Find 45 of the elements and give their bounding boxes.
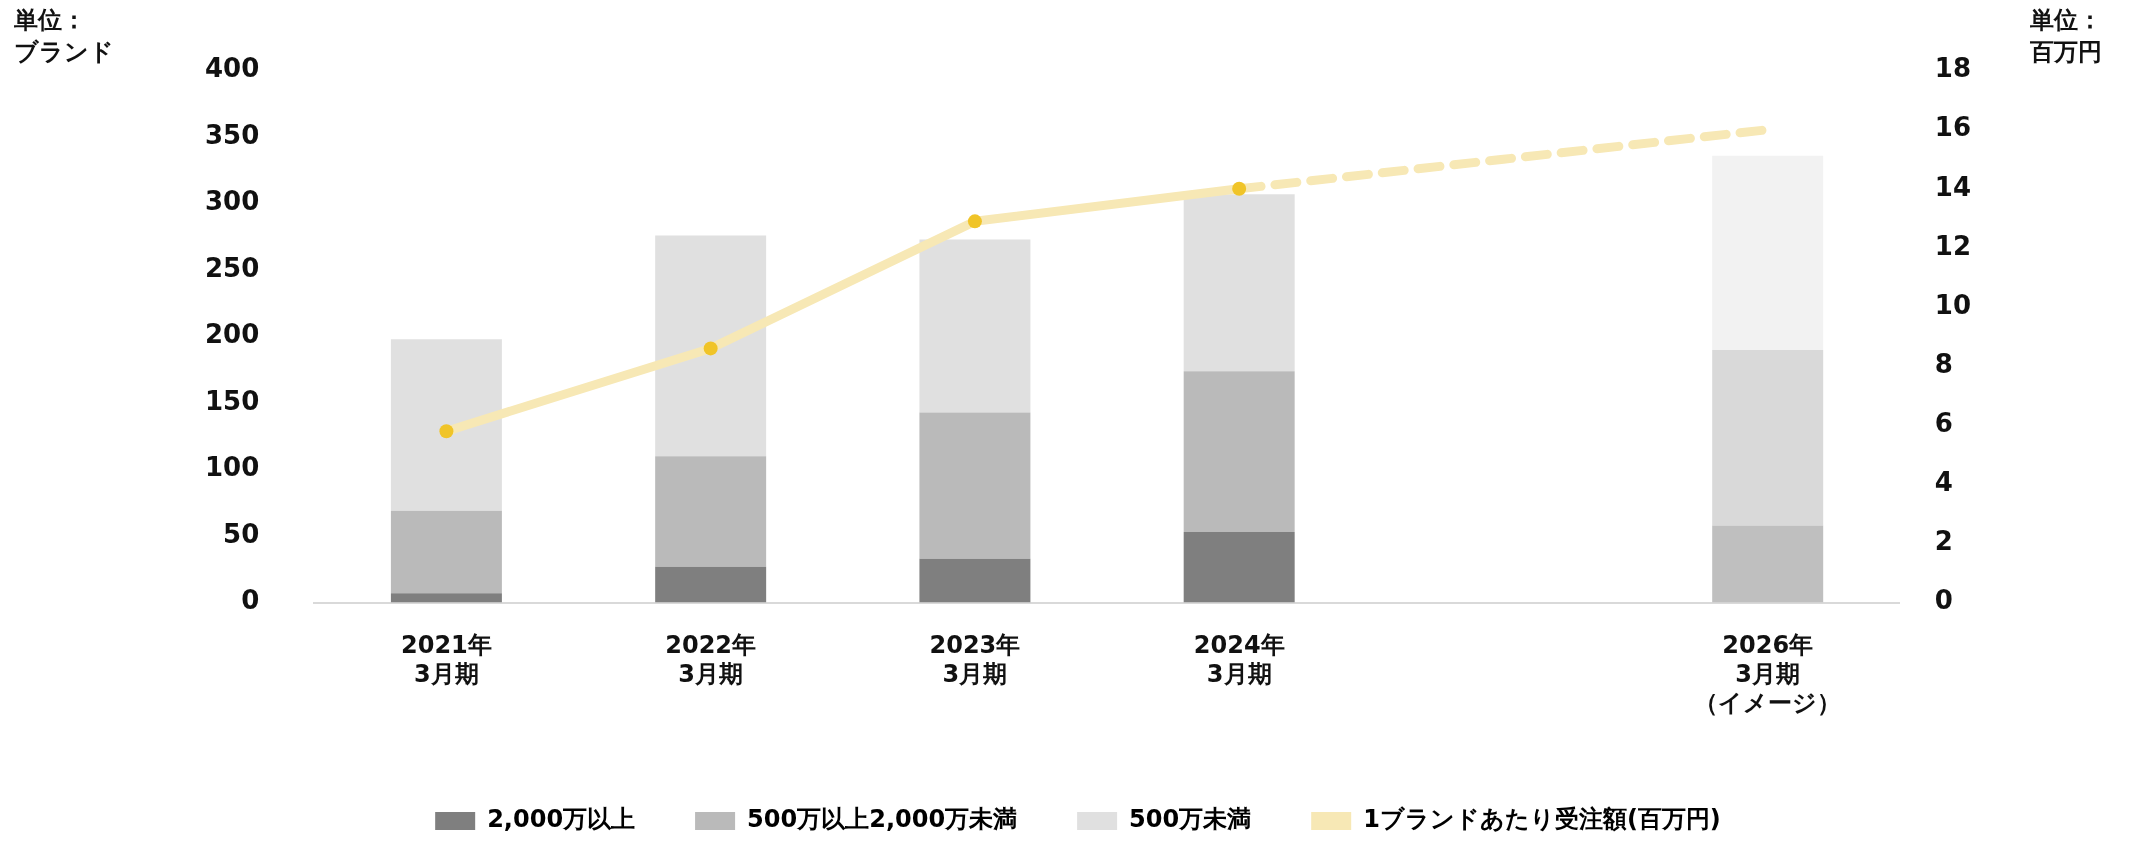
bar: [390, 510, 502, 594]
bar: [655, 456, 767, 567]
x-tick-label: 2022年3月期: [665, 631, 757, 689]
y-tick-label: 400: [204, 53, 260, 84]
y-tick-label: 150: [204, 385, 260, 416]
bar: [919, 558, 1031, 603]
bar: [1712, 155, 1824, 350]
y-axis-title: 単位：ブランド: [13, 6, 114, 67]
x-tick-label: 2026年3月期（イメージ）: [1694, 631, 1842, 717]
bar: [919, 412, 1031, 559]
bar: [1183, 532, 1295, 603]
x-tick-label: 2021年3月期: [401, 631, 492, 689]
legend-label: 500万未満: [1129, 805, 1252, 834]
y-tick-label: 100: [204, 452, 260, 483]
x-tick-label: 2024年3月期: [1193, 631, 1285, 689]
y2-tick-label: 12: [1934, 230, 1972, 261]
legend-label: 2,000万以上: [487, 805, 636, 834]
y2-tick-label: 0: [1934, 585, 1953, 616]
y2-tick-label: 14: [1934, 171, 1972, 202]
y2-tick-label: 6: [1934, 408, 1953, 439]
y2-tick-label: 16: [1934, 112, 1972, 143]
bar: [390, 339, 502, 511]
bar: [1183, 194, 1295, 372]
y-tick-label: 50: [223, 518, 260, 549]
y-tick-label: 300: [204, 186, 260, 217]
bar: [655, 566, 767, 603]
y2-tick-label: 2: [1934, 526, 1953, 557]
y-tick-label: 350: [204, 119, 260, 150]
y2-tick-label: 10: [1934, 289, 1972, 320]
bar: [1712, 525, 1824, 603]
y-tick-label: 0: [241, 585, 260, 616]
y2-axis-title: 単位：百万円: [2029, 6, 2102, 67]
x-tick-label: 2023年3月期: [929, 631, 1021, 689]
legend-label: 1ブランドあたり受注額(百万円): [1363, 805, 1721, 834]
bar: [1712, 349, 1824, 526]
y2-tick-label: 18: [1934, 53, 1972, 84]
y-tick-label: 200: [204, 319, 260, 350]
bar: [390, 593, 502, 603]
y2-tick-label: 4: [1934, 467, 1953, 498]
bar: [1183, 371, 1295, 533]
bar: [655, 235, 767, 457]
legend-label: 500万以上2,000万未満: [747, 805, 1018, 834]
y2-tick-label: 8: [1934, 348, 1953, 379]
bar: [919, 239, 1031, 413]
y-tick-label: 250: [204, 252, 260, 283]
